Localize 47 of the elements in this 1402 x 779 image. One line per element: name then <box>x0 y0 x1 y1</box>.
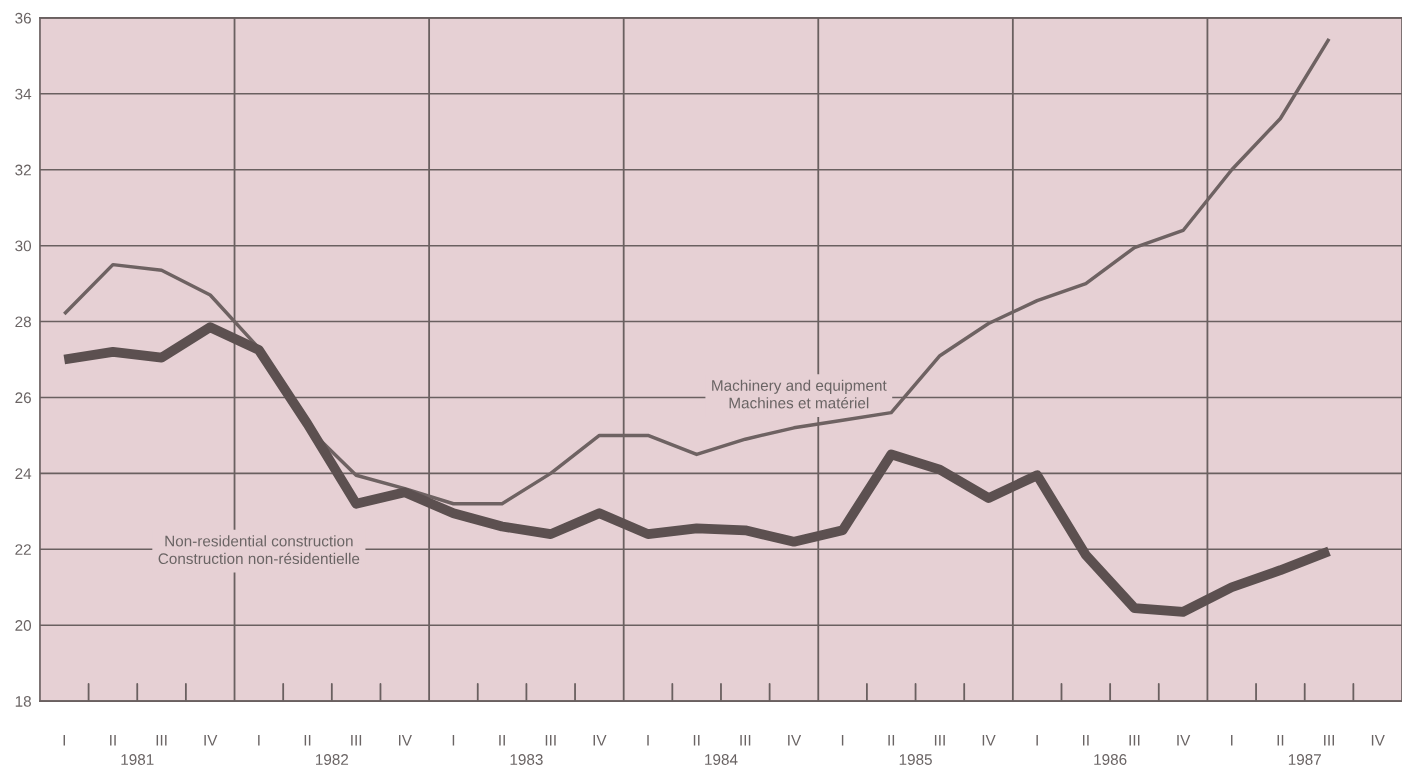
x-tick-label: I <box>1231 734 1233 746</box>
x-tick-label: IV <box>1371 734 1385 746</box>
text: 1985 <box>899 754 932 765</box>
x-tick-label: IV <box>788 734 802 746</box>
x-tick-label: IV <box>398 734 412 746</box>
annotation: Non-residential construction Construction non-résidentielle <box>158 535 360 565</box>
x-tick-label: III <box>934 734 945 746</box>
y-tick-label: 20 <box>15 620 32 631</box>
x-tick-label: I <box>647 734 649 746</box>
text: 1984 <box>705 754 738 765</box>
x-tick-label: IV <box>1177 734 1191 746</box>
y-tick-label: 32 <box>15 164 31 176</box>
text: 1986 <box>1094 754 1127 765</box>
x-tick-label: II <box>304 734 311 746</box>
y-tick-label: 18 <box>15 695 31 707</box>
x-tick-label: III <box>351 734 362 746</box>
x-tick-label: I <box>258 734 260 746</box>
text: 1987 <box>1288 754 1321 765</box>
y-tick-label: 26 <box>15 392 31 404</box>
y-tick-label: 34 <box>15 88 32 100</box>
x-tick-label: IV <box>593 734 607 746</box>
x-tick-label: IV <box>982 734 996 746</box>
y-tick-label: 22 <box>15 544 31 555</box>
x-tick-label: II <box>693 734 700 746</box>
y-tick-label: 28 <box>15 316 31 328</box>
text: 1983 <box>510 754 543 765</box>
x-tick-label: I <box>452 734 455 746</box>
x-tick-label: III <box>156 734 167 746</box>
x-tick-label: II <box>499 734 505 746</box>
x-tick-label: I <box>841 734 844 746</box>
x-tick-label: IV <box>204 734 218 746</box>
y-tick-label: 30 <box>15 240 32 252</box>
x-tick-label: II <box>888 734 895 746</box>
x-tick-label: III <box>1324 734 1334 746</box>
text: 1981 <box>121 754 154 765</box>
x-tick-label: III <box>1129 734 1140 746</box>
x-tick-label: III <box>740 734 751 746</box>
y-tick-label: 36 <box>15 12 31 24</box>
x-tick-label: II <box>1277 734 1284 746</box>
annotation: Machinery and equipment Machines et matériel <box>712 379 887 409</box>
x-tick-label: I <box>1036 734 1038 746</box>
x-tick-label: II <box>110 734 116 746</box>
x-tick-label: II <box>1082 734 1089 746</box>
x-tick-label: I <box>63 734 65 746</box>
y-tick-label: 24 <box>15 468 32 479</box>
x-tick-label: III <box>545 734 556 746</box>
text: 1982 <box>316 754 349 765</box>
